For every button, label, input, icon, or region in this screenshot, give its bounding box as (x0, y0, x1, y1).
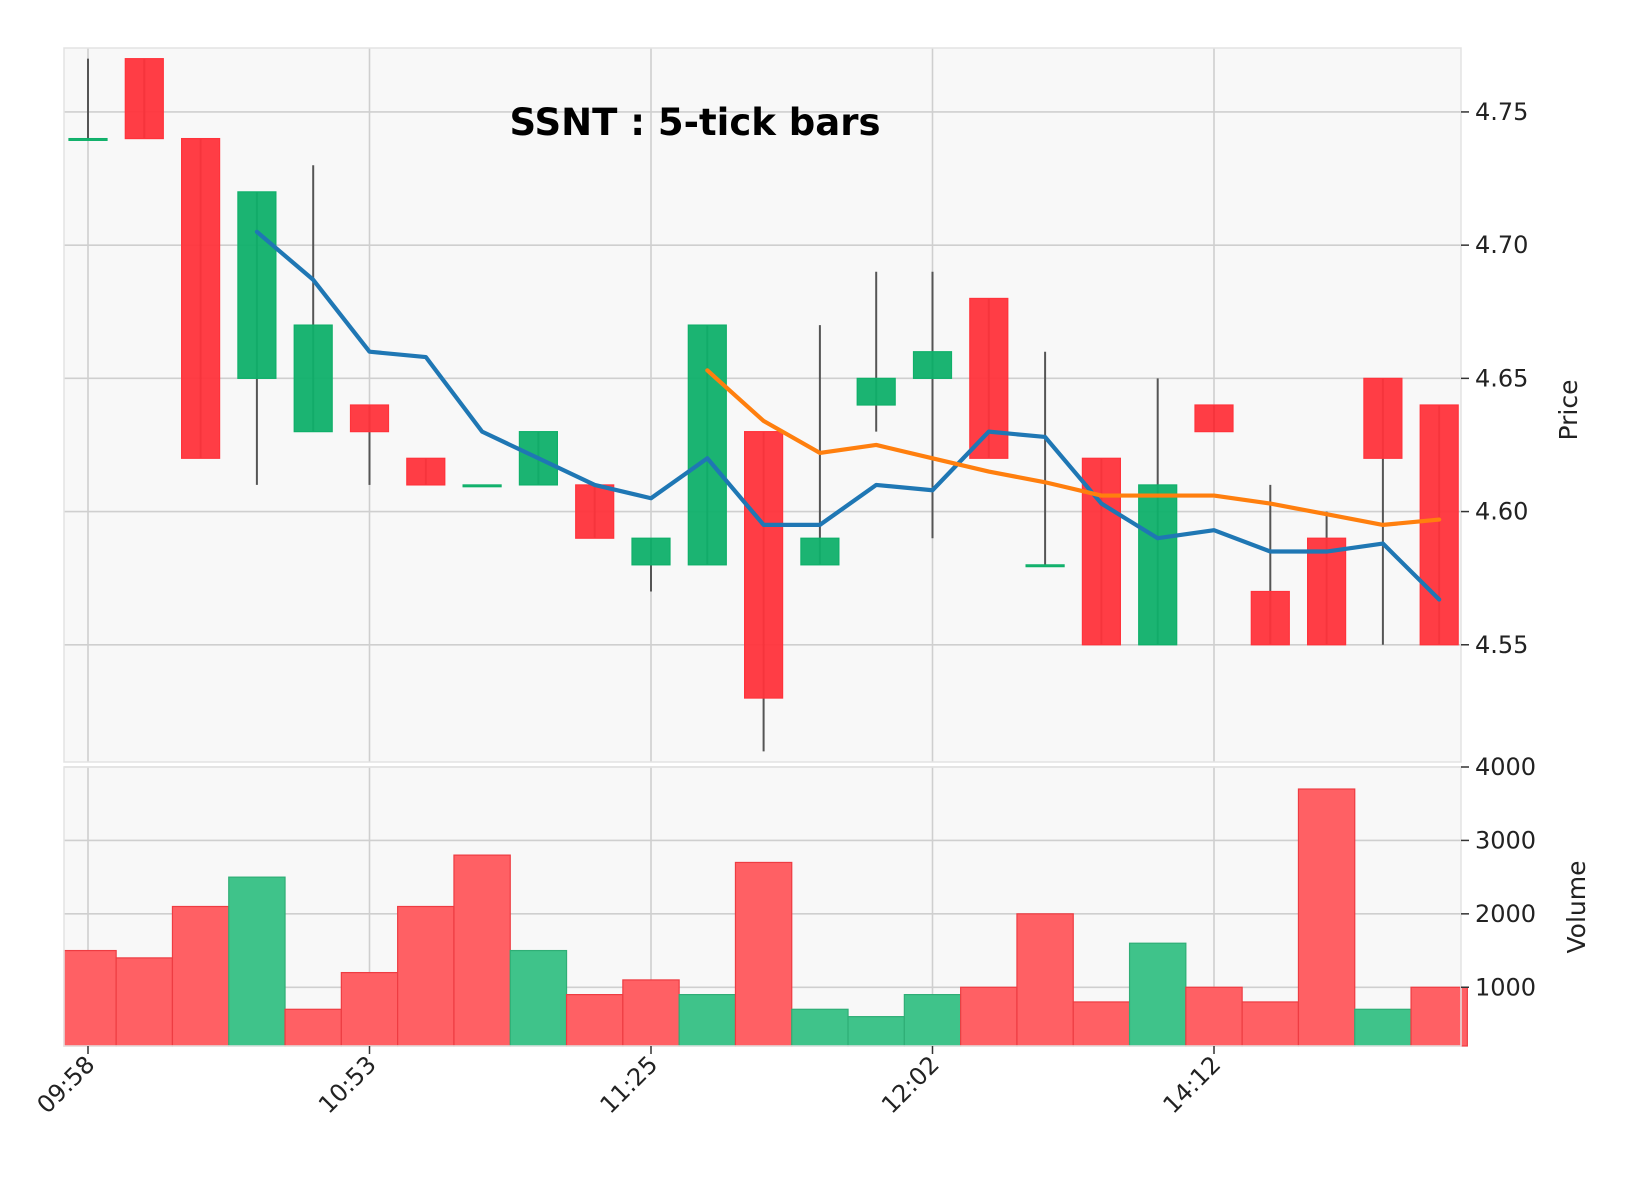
volume-bar (847, 1016, 905, 1047)
price-tick-label: 4.55 (1475, 631, 1528, 659)
price-panel-frame (63, 47, 1462, 763)
candle-up (68, 137, 108, 141)
volume-bar (565, 994, 624, 1047)
volume-bar (791, 1008, 849, 1047)
volume-tick-label: 2000 (1475, 900, 1536, 928)
candle-up (237, 191, 277, 379)
candles (68, 58, 1459, 752)
moving-average-slow-line (705, 368, 1442, 527)
x-tick-label: 10:53 (313, 1050, 382, 1119)
x-tick-label: 11:25 (595, 1050, 664, 1119)
candle-down (575, 484, 615, 539)
volume-bar (903, 994, 962, 1047)
volume-bar (960, 986, 1018, 1047)
volume-bar (63, 949, 117, 1047)
volume-bars (63, 788, 1468, 1047)
volume-panel-frame (63, 766, 1462, 1047)
volume-bar (1072, 1001, 1131, 1047)
candle-up (1138, 484, 1178, 646)
volume-tick-label: 3000 (1475, 826, 1536, 854)
volume-bar (622, 979, 680, 1047)
volume-axis-label: Volume (1562, 861, 1591, 954)
volume-bar (453, 854, 511, 1047)
price-tick-label: 4.75 (1475, 98, 1528, 126)
price-tick-label: 4.60 (1475, 498, 1528, 526)
volume-bar (115, 957, 174, 1047)
volume-bar (509, 949, 568, 1047)
price-tick-label: 4.65 (1475, 364, 1528, 392)
candle-down (124, 58, 164, 140)
candle-up (687, 324, 727, 566)
candle-down (1250, 590, 1290, 646)
volume-bar (171, 905, 230, 1047)
volume-bar (1297, 788, 1356, 1047)
volume-bar (678, 994, 737, 1047)
candle-down (1363, 377, 1403, 459)
price-axis-label: Price (1554, 380, 1583, 441)
volume-bar (228, 876, 286, 1047)
volume-bar (340, 971, 399, 1047)
volume-bar (1128, 942, 1187, 1047)
candle-up (462, 484, 502, 488)
x-tick-label: 14:12 (1158, 1050, 1227, 1119)
volume-bar (1354, 1008, 1412, 1047)
chart-title: SSNT : 5-tick bars (509, 101, 880, 144)
candle-down (1194, 404, 1234, 433)
volume-bar (734, 861, 793, 1047)
x-tick-label: 12:02 (876, 1050, 945, 1119)
candle-down (349, 404, 390, 433)
volume-bar (1185, 986, 1243, 1047)
volume-bar (284, 1008, 342, 1047)
volume-bar (397, 905, 455, 1047)
candle-down (743, 431, 784, 699)
volume-tick-label: 1000 (1475, 973, 1536, 1001)
candle-down (1419, 404, 1459, 646)
x-tick-label: 09:58 (32, 1050, 101, 1119)
candle-down (181, 137, 221, 459)
volume-bar (1241, 1001, 1300, 1047)
candle-up (912, 351, 953, 379)
volume-tick-label: 4000 (1475, 753, 1536, 781)
volume-bar (1016, 913, 1074, 1047)
candle-up (800, 537, 840, 566)
moving-average-fast-line (254, 229, 1442, 602)
candle-down (1306, 537, 1347, 646)
candle-up (856, 377, 896, 406)
candle-up (1025, 564, 1065, 568)
moving-averages (254, 229, 1442, 602)
candle-up (293, 324, 333, 433)
volume-bar (1410, 986, 1468, 1047)
candle-down (406, 457, 446, 486)
price-tick-label: 4.70 (1475, 231, 1528, 259)
candle-up (631, 537, 671, 566)
